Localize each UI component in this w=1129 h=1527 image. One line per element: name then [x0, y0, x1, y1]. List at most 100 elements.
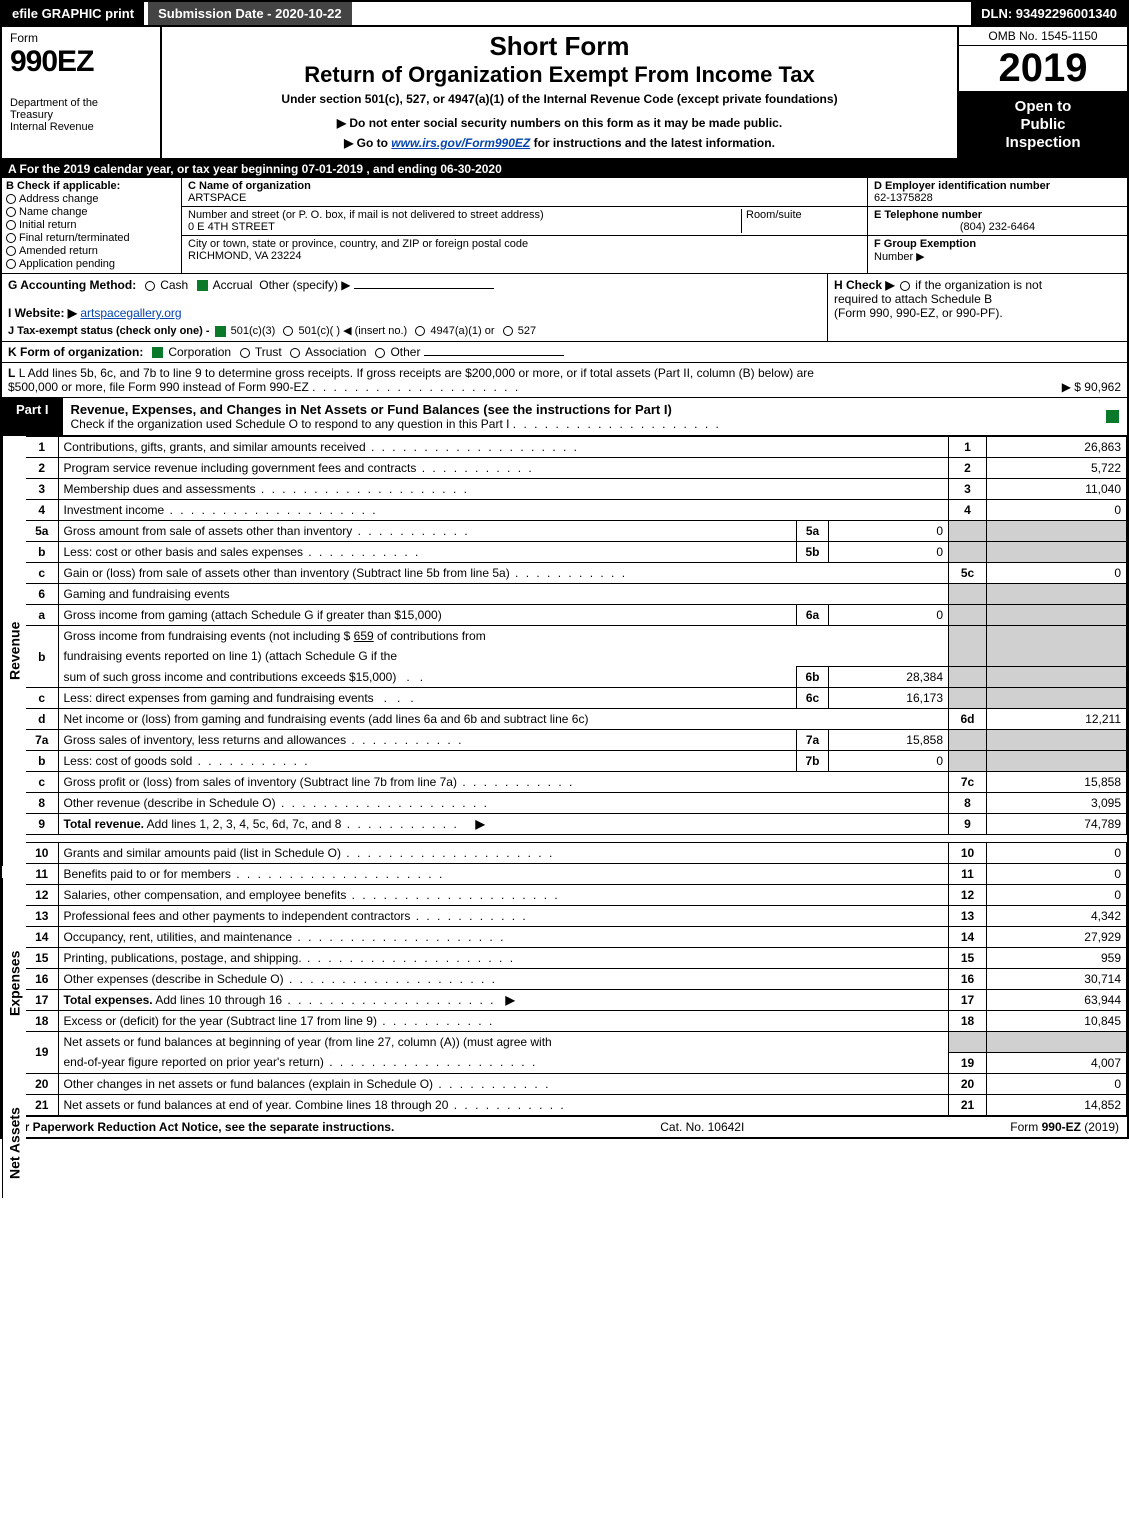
line-col: 4	[949, 500, 987, 521]
chk-application-pending[interactable]: Application pending	[6, 258, 177, 270]
line-desc-part2: end-of-year figure reported on prior yea…	[64, 1055, 324, 1069]
chk-amended-return[interactable]: Amended return	[6, 245, 177, 257]
netassets-vertical-tab: Net Assets	[2, 1088, 26, 1198]
chk-address-change[interactable]: Address change	[6, 193, 177, 205]
line-desc: Gaming and fundraising events	[64, 587, 230, 601]
short-form-title: Short Form	[170, 31, 949, 62]
corp-label: Corporation	[168, 345, 231, 359]
line-amount: 0	[987, 885, 1127, 906]
line-7a: 7a Gross sales of inventory, less return…	[26, 730, 1127, 751]
open-line1: Open to	[1015, 98, 1072, 115]
assoc-label: Association	[305, 345, 366, 359]
line-number: a	[26, 605, 58, 626]
spacer-row	[26, 835, 1127, 843]
line-amount: 27,929	[987, 927, 1127, 948]
subbox-value: 0	[829, 605, 949, 626]
501c-radio[interactable]	[283, 326, 293, 336]
line-5a: 5a Gross amount from sale of assets othe…	[26, 521, 1127, 542]
cash-radio[interactable]	[145, 281, 155, 291]
tax-period-row: A For the 2019 calendar year, or tax yea…	[2, 160, 1127, 178]
section-g-h-row: G Accounting Method: Cash Accrual Other …	[2, 274, 1127, 342]
501c-label: 501(c)( )	[298, 325, 340, 337]
line-amount-shaded	[987, 521, 1127, 542]
under-section-text: Under section 501(c), 527, or 4947(a)(1)…	[170, 92, 949, 106]
dept-line1: Department of the	[10, 97, 98, 109]
form-ref: Form 990-EZ (2019)	[1010, 1120, 1119, 1134]
line-col: 9	[949, 814, 987, 835]
line-col: 21	[949, 1094, 987, 1115]
goto-pre: ▶ Go to	[344, 136, 391, 150]
h-checkbox[interactable]	[900, 281, 910, 291]
line-6d: d Net income or (loss) from gaming and f…	[26, 709, 1127, 730]
line-desc: Net income or (loss) from gaming and fun…	[64, 712, 589, 726]
line-amount: 11,040	[987, 479, 1127, 500]
other-label: Other (specify) ▶	[259, 278, 350, 292]
line-desc: Grants and similar amounts paid (list in…	[64, 846, 341, 860]
line-number: 18	[26, 1011, 58, 1032]
part-i-dots	[513, 417, 721, 431]
line-number: 11	[26, 864, 58, 885]
trust-radio[interactable]	[240, 348, 250, 358]
line-desc: Gross amount from sale of assets other t…	[64, 524, 353, 538]
line-number: 12	[26, 885, 58, 906]
501c3-label: 501(c)(3)	[231, 325, 276, 337]
room-suite-col: Room/suite	[741, 209, 861, 233]
line-amount-shaded	[987, 688, 1127, 709]
accrual-checkbox-checked[interactable]	[197, 280, 208, 291]
subbox-value: 0	[829, 542, 949, 563]
other-org-label: Other	[390, 345, 420, 359]
other-radio[interactable]	[375, 348, 385, 358]
other-org-input[interactable]	[424, 355, 564, 356]
line-number: 21	[26, 1094, 58, 1115]
cash-label: Cash	[160, 278, 188, 292]
chk-final-return[interactable]: Final return/terminated	[6, 232, 177, 244]
form-header: Form 990EZ Department of the Treasury In…	[2, 27, 1127, 160]
line-desc: Net assets or fund balances at end of ye…	[64, 1098, 449, 1112]
efile-print-button[interactable]: efile GRAPHIC print	[2, 2, 144, 25]
line-amount: 0	[987, 500, 1127, 521]
527-radio[interactable]	[503, 326, 513, 336]
subbox-value: 0	[829, 521, 949, 542]
line-col: 18	[949, 1011, 987, 1032]
line-amount-shaded	[987, 1032, 1127, 1053]
line-col: 17	[949, 990, 987, 1011]
subbox-label: 7a	[797, 730, 829, 751]
city-value: RICHMOND, VA 23224	[188, 250, 302, 262]
line-18: 18 Excess or (deficit) for the year (Sub…	[26, 1011, 1127, 1032]
line-amount: 959	[987, 948, 1127, 969]
h-text3: required to attach Schedule B	[834, 292, 992, 306]
line-desc: Gross income from gaming (attach Schedul…	[64, 608, 442, 622]
4947-label: 4947(a)(1) or	[430, 325, 494, 337]
line-number: 17	[26, 990, 58, 1011]
insert-no-label: ◀ (insert no.)	[343, 325, 407, 337]
line-desc: Other changes in net assets or fund bala…	[64, 1077, 434, 1091]
website-link[interactable]: artspacegallery.org	[80, 306, 181, 320]
line-number: 8	[26, 793, 58, 814]
part-i-checkbox-checked[interactable]	[1106, 410, 1119, 423]
irs-link[interactable]: www.irs.gov/Form990EZ	[391, 136, 530, 150]
section-g: G Accounting Method: Cash Accrual Other …	[2, 274, 827, 341]
4947-radio[interactable]	[415, 326, 425, 336]
501c3-checkbox-checked[interactable]	[215, 326, 226, 337]
section-b-header: B Check if applicable:	[6, 180, 177, 192]
line-number: 1	[26, 437, 58, 458]
chk-initial-return[interactable]: Initial return	[6, 219, 177, 231]
527-label: 527	[518, 325, 536, 337]
part-i-header: Part I Revenue, Expenses, and Changes in…	[2, 398, 1127, 436]
line-number: 3	[26, 479, 58, 500]
other-specify-input[interactable]	[354, 288, 494, 289]
line-col: 12	[949, 885, 987, 906]
chk-name-change[interactable]: Name change	[6, 206, 177, 218]
line-15: 15 Printing, publications, postage, and …	[26, 948, 1127, 969]
expenses-vertical-tab: Expenses	[2, 878, 26, 1088]
line-21: 21 Net assets or fund balances at end of…	[26, 1094, 1127, 1115]
line-5c: c Gain or (loss) from sale of assets oth…	[26, 563, 1127, 584]
corp-checkbox-checked[interactable]	[152, 347, 163, 358]
part-i-tab: Part I	[2, 398, 63, 435]
assoc-radio[interactable]	[290, 348, 300, 358]
subbox-label: 7b	[797, 751, 829, 772]
form-page: efile GRAPHIC print Submission Date - 20…	[0, 0, 1129, 1139]
part-i-sub: Check if the organization used Schedule …	[71, 417, 510, 431]
section-c-address: C Name of organization ARTSPACE Number a…	[182, 178, 867, 273]
line-desc: Printing, publications, postage, and shi…	[64, 951, 302, 965]
